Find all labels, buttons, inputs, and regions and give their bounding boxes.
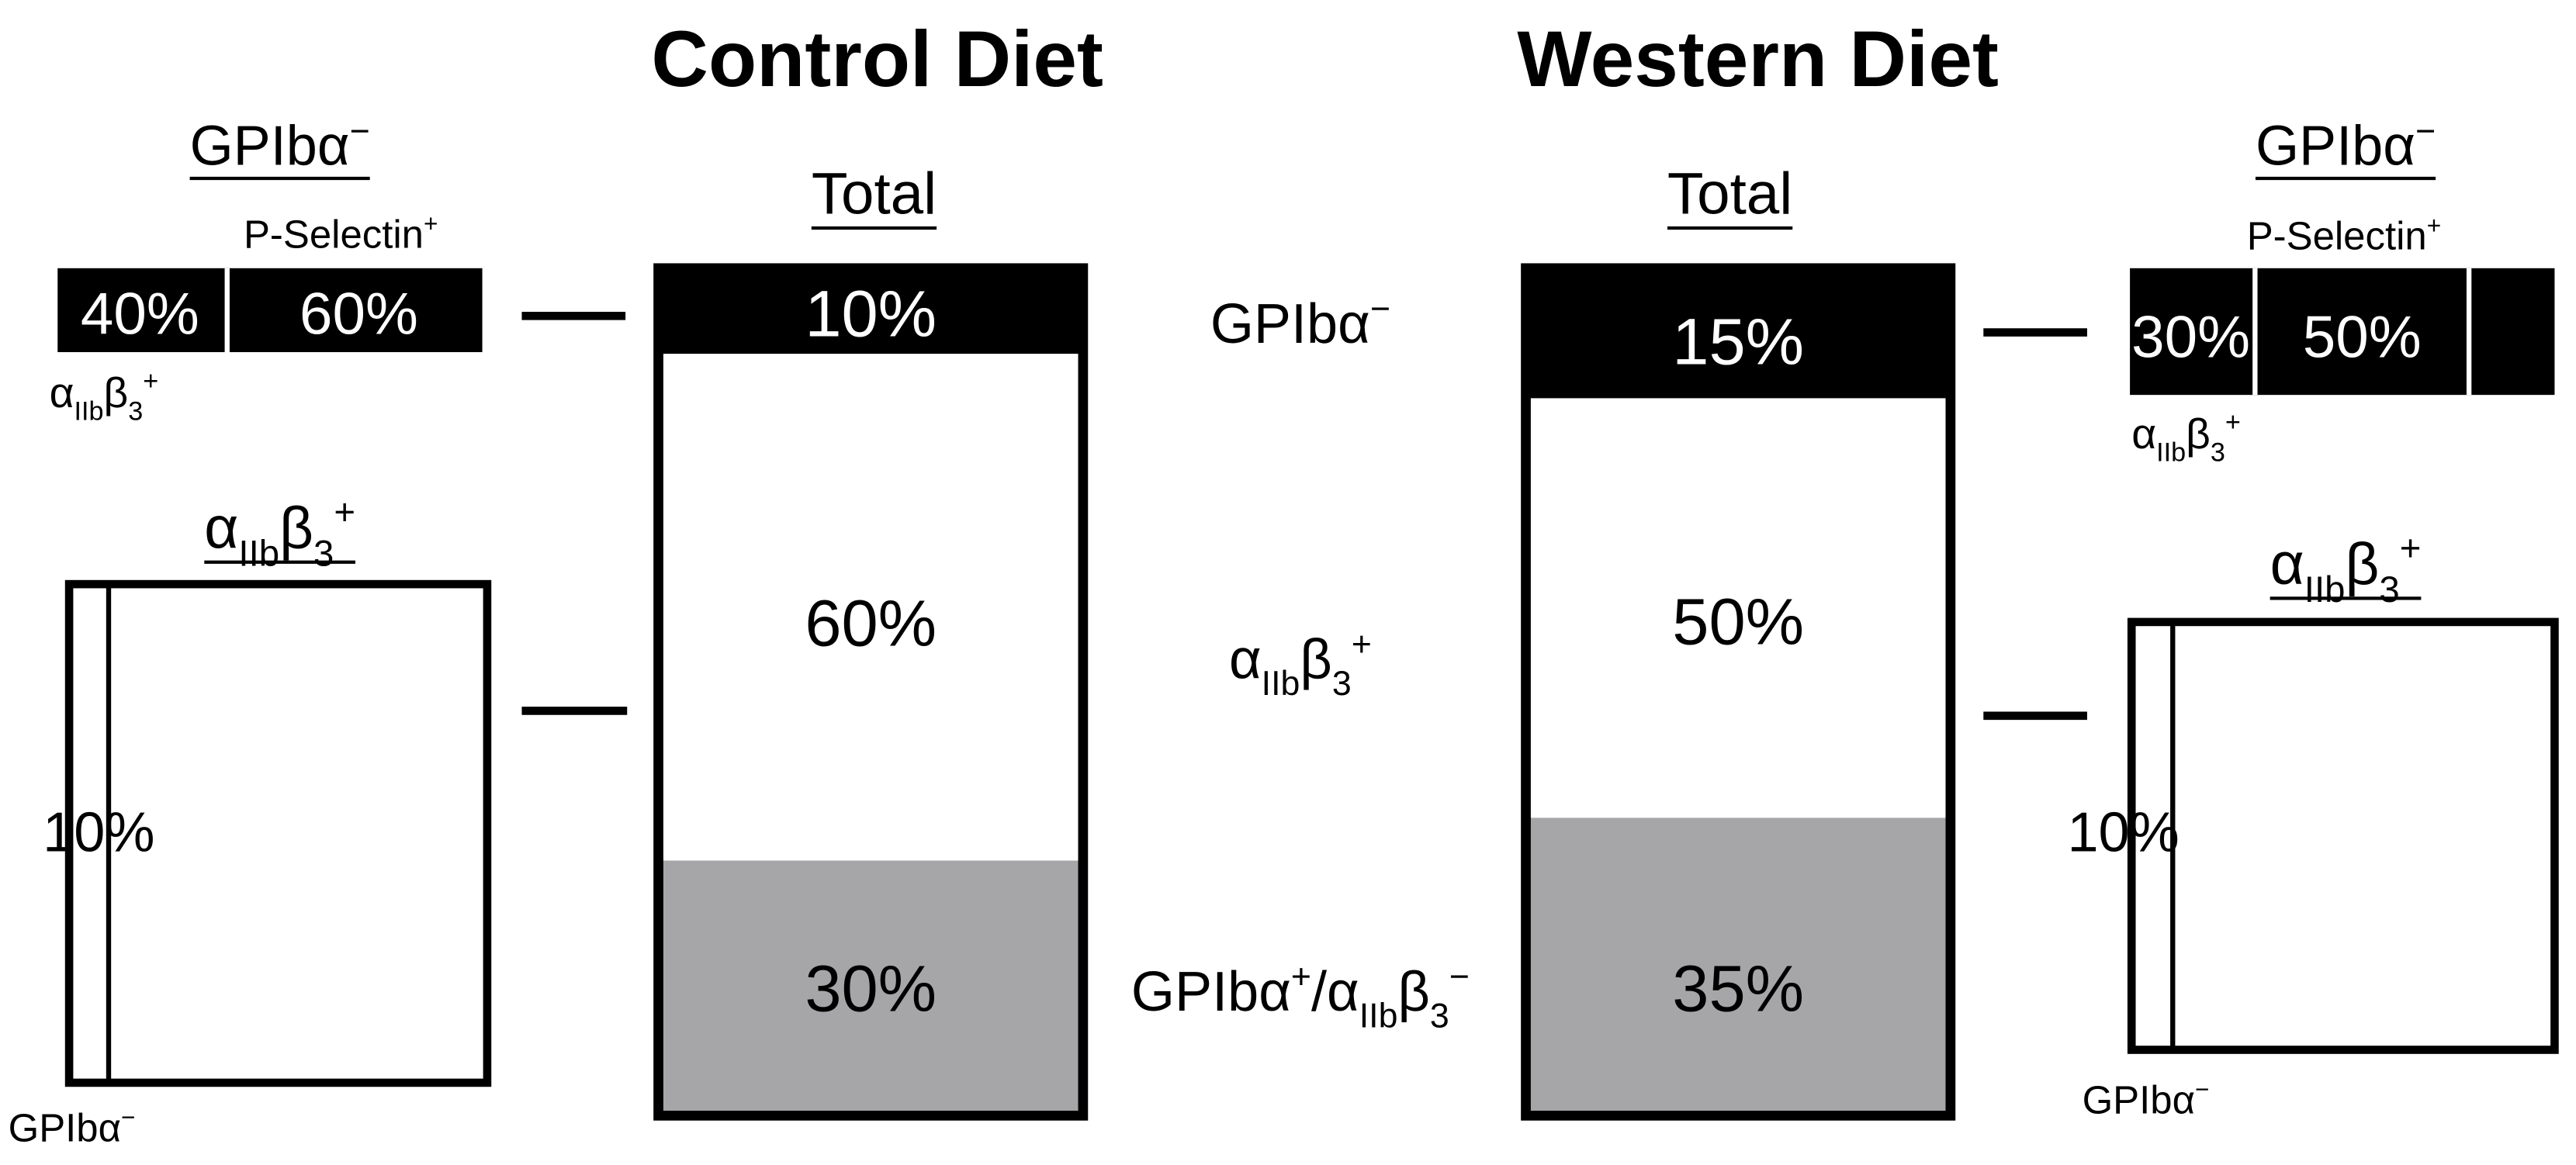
subset-title: GPIbα−: [2256, 112, 2436, 178]
label-part: +: [2400, 527, 2422, 569]
subset-box: [64, 579, 492, 1087]
label-part: +: [2225, 408, 2241, 437]
subset-label: αIIbβ3+: [2131, 408, 2241, 468]
subset-value: 10%: [2067, 801, 2179, 863]
subset-title: αIIbβ3+: [204, 492, 355, 574]
label-part: 3: [1332, 665, 1352, 703]
label-part: +: [1291, 958, 1311, 996]
label-part: GPIbα: [2083, 1077, 2195, 1122]
label-part: +: [2427, 211, 2441, 239]
label-part: −: [1370, 290, 1390, 328]
subset-bar: [57, 268, 483, 352]
segment-black: [1525, 268, 1951, 399]
label-part: 3: [1430, 997, 1449, 1035]
label-part: IIb: [1359, 997, 1398, 1035]
panel-title: Control Diet: [651, 15, 1103, 103]
segment-black: [658, 268, 1083, 354]
label-part: IIb: [2304, 569, 2346, 610]
label-part: GPIbα: [1131, 961, 1291, 1023]
label-part: GPIbα: [190, 116, 350, 178]
bar-outline: [1521, 263, 1956, 1121]
subset-label: GPIbα−: [9, 1103, 136, 1149]
segment-label: 60%: [805, 586, 937, 659]
segment-label: 35%: [1672, 951, 1804, 1025]
label-part: −: [2195, 1075, 2209, 1103]
label-part: β: [1397, 961, 1429, 1023]
subset-bar: [2130, 268, 2555, 396]
label-part: P-Selectin: [2247, 214, 2427, 258]
label-part: α: [1229, 629, 1262, 691]
subset-value: 40%: [81, 282, 199, 347]
subset-value: 10%: [43, 801, 154, 863]
label-part: /α: [1311, 961, 1359, 1023]
label-part: GPIbα: [2256, 116, 2415, 178]
label-part: β: [104, 368, 129, 417]
label-part: IIb: [238, 533, 279, 574]
label-part: −: [2415, 112, 2436, 150]
bar-outline: [653, 263, 1089, 1121]
label-part: 3: [128, 396, 143, 426]
label-part: β: [2186, 410, 2211, 458]
row-label: GPIbα−: [1210, 290, 1390, 355]
label-part: GPIbα: [1210, 293, 1370, 355]
subset-label: αIIbβ3+: [50, 367, 159, 427]
label-part: +: [1352, 626, 1372, 664]
segment-label: 10%: [805, 277, 937, 351]
label-part: α: [2131, 410, 2156, 458]
label-part: α: [2270, 531, 2304, 597]
label-part: +: [334, 492, 355, 533]
label-part: β: [279, 495, 313, 561]
label-part: IIb: [1262, 665, 1300, 703]
label-part: IIb: [74, 396, 104, 426]
label-part: −: [121, 1103, 135, 1131]
panel-title: Western Diet: [1517, 15, 1998, 103]
subset-value: 30%: [2131, 304, 2250, 370]
label-part: 3: [2211, 437, 2225, 467]
label-part: −: [1449, 958, 1470, 996]
subset-value: 60%: [299, 282, 418, 347]
segment-gray: [658, 860, 1083, 1116]
subset-label: P-Selectin+: [2247, 211, 2441, 258]
label-part: β: [1300, 629, 1331, 691]
row-label: αIIbβ3+: [1229, 626, 1372, 703]
bar-title: Total: [812, 161, 937, 227]
subset-label: P-Selectin+: [244, 209, 438, 256]
subset-title: GPIbα−: [190, 112, 370, 178]
bar-title: Total: [1667, 161, 1792, 227]
label-part: GPIbα: [9, 1106, 121, 1150]
segment-label: 30%: [805, 951, 937, 1025]
subset-value: 50%: [2303, 304, 2422, 370]
label-part: P-Selectin: [244, 213, 424, 257]
segment-label: 50%: [1672, 584, 1804, 658]
label-part: IIb: [2156, 437, 2186, 467]
subset-label: GPIbα−: [2083, 1075, 2210, 1122]
subset-box: [2127, 617, 2559, 1054]
label-part: 3: [313, 533, 334, 574]
segment-gray: [1525, 818, 1951, 1116]
label-part: +: [424, 209, 438, 237]
label-part: α: [50, 368, 74, 417]
label-part: 3: [2379, 569, 2399, 610]
label-part: β: [2345, 531, 2379, 597]
segment-label: 15%: [1672, 305, 1804, 379]
subset-title: αIIbβ3+: [2270, 527, 2422, 610]
row-label: GPIbα+/αIIbβ3−: [1131, 958, 1470, 1035]
label-part: α: [204, 495, 238, 561]
label-part: −: [350, 112, 370, 150]
label-part: +: [143, 367, 158, 396]
